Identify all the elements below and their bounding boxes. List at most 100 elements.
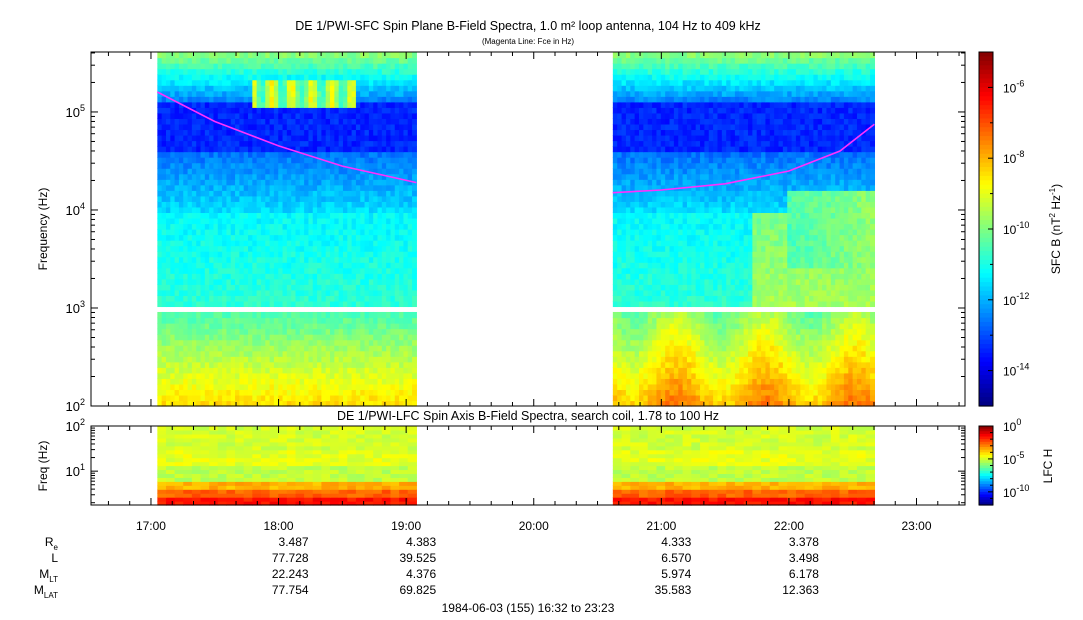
spectrogram-cell [260, 157, 266, 164]
spectrogram-cell [407, 240, 413, 247]
spectrogram-cell [178, 96, 184, 103]
spectrogram-cell [342, 367, 348, 374]
spectrogram-cell [809, 400, 814, 407]
spectrogram-cell [822, 289, 828, 296]
spectrogram-cell [226, 295, 232, 302]
spectrogram-cell [170, 361, 176, 368]
spectrogram-cell [222, 240, 228, 247]
spectrogram-cell [213, 68, 219, 75]
spectrogram-cell [239, 262, 245, 269]
spectrogram-cell [334, 129, 340, 136]
spectrogram-cell [403, 57, 409, 64]
spectrogram-cell [165, 295, 171, 302]
spectrogram-cell [381, 118, 387, 125]
spectrogram-cell [330, 74, 335, 81]
spectrogram-cell [347, 112, 353, 119]
spectrogram-cell [826, 367, 832, 374]
spectrogram-cell [165, 90, 171, 97]
spectrogram-cell [634, 356, 640, 363]
spectrogram-cell [351, 334, 357, 341]
spectrogram-cell [256, 223, 262, 230]
spectrogram-cell [743, 356, 749, 363]
spectrogram-cell [222, 151, 228, 158]
spectrogram-cell [256, 389, 262, 396]
spectrogram-cell [295, 383, 301, 391]
spectrogram-cell [390, 79, 396, 86]
spectrogram-cell [209, 74, 215, 81]
spectrogram-cell [856, 295, 862, 302]
spectrogram-cell [787, 334, 793, 341]
spectrogram-cell [191, 134, 197, 142]
spectrogram-cell [248, 284, 253, 291]
spectrogram-cell [308, 118, 314, 125]
spectrogram-cell [373, 367, 379, 374]
spectrogram-cell [673, 311, 679, 319]
spectrogram-cell [170, 123, 176, 131]
spectrogram-cell [317, 345, 322, 352]
spectrogram-cell [291, 96, 297, 103]
spectrogram-cell [835, 350, 841, 357]
spectrogram-cell [183, 184, 189, 191]
spectrogram-cell [334, 134, 340, 142]
spectrogram-cell [373, 212, 379, 219]
spectrogram-cell [360, 157, 366, 164]
spectrogram-cell [800, 345, 806, 352]
spectrogram-cell [252, 140, 258, 147]
spectrogram-cell [381, 129, 387, 136]
spectrogram-cell [187, 361, 193, 368]
spectrogram-cell [273, 168, 279, 175]
spectrogram-cell [222, 52, 228, 59]
spectrogram-cell [243, 223, 249, 230]
spectrogram-cell [865, 372, 871, 379]
spectrogram-cell [157, 240, 163, 247]
spectrogram-cell [174, 90, 180, 97]
spectrogram-cell [248, 85, 253, 92]
spectrogram-cell [273, 345, 279, 352]
spectrogram-cell [717, 400, 723, 407]
spectrogram-cell [390, 240, 396, 247]
spectrogram-cell [317, 85, 322, 92]
spectrogram-cell [295, 289, 301, 296]
spectrogram-cell [230, 251, 236, 258]
spectrogram-cell [286, 63, 292, 70]
spectrogram-cell [312, 217, 318, 225]
spectrogram-cell [338, 90, 344, 97]
spectrogram-cell [308, 63, 314, 70]
spectrogram-cell [347, 350, 353, 357]
spectrogram-cell [308, 389, 314, 396]
spectrogram-cell [377, 300, 383, 308]
spectrogram-cell [399, 256, 405, 263]
spectrogram-cell [373, 206, 379, 214]
spectrogram-cell [381, 140, 387, 147]
spectrogram-cell [174, 57, 180, 64]
spectrogram-cell [364, 262, 370, 269]
spectrogram-cell [312, 367, 318, 374]
spectrogram-cell [669, 328, 675, 335]
spectrogram-cell [286, 217, 292, 225]
spectrogram-cell [217, 367, 223, 374]
spectrogram-cell [204, 206, 210, 214]
spectrogram-cell [334, 394, 340, 402]
spectrogram-cell [390, 372, 396, 379]
spectrogram-cell [856, 378, 862, 385]
spectrogram-cell [377, 118, 383, 125]
spectrogram-cell [399, 267, 405, 274]
spectrogram-cell [252, 212, 258, 219]
spectrogram-cell [804, 400, 810, 407]
spectrogram-cell [299, 195, 305, 202]
spectrogram-cell [835, 295, 841, 302]
spectrogram-cell [865, 289, 871, 296]
spectrogram-cell [717, 372, 723, 379]
spectrogram-cell [403, 240, 409, 247]
spectrogram-cell [265, 107, 271, 114]
spectrogram-cell [704, 323, 710, 330]
spectrogram-cell [308, 300, 314, 308]
spectrogram-cell [161, 129, 167, 136]
spectrogram-cell [260, 74, 266, 81]
spectrogram-cell [403, 361, 409, 368]
spectrogram-cell [364, 245, 370, 252]
spectrogram-cell [230, 74, 236, 81]
spectrogram-cell [200, 267, 206, 274]
spectrogram-cell [200, 251, 206, 258]
spectrogram-cell [617, 383, 623, 391]
